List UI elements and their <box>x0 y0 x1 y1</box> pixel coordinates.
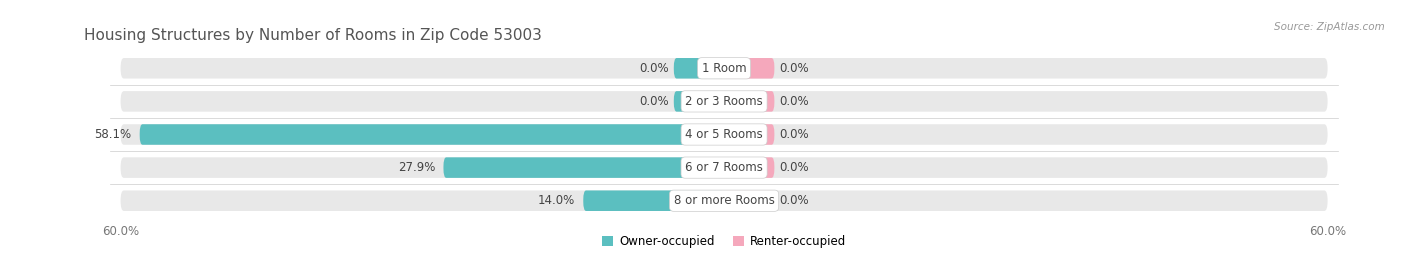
FancyBboxPatch shape <box>121 58 1327 79</box>
FancyBboxPatch shape <box>121 91 1327 112</box>
Text: 0.0%: 0.0% <box>779 128 808 141</box>
FancyBboxPatch shape <box>121 124 1327 145</box>
FancyBboxPatch shape <box>724 190 775 211</box>
Text: 0.0%: 0.0% <box>640 62 669 75</box>
FancyBboxPatch shape <box>583 190 724 211</box>
FancyBboxPatch shape <box>121 190 1327 211</box>
FancyBboxPatch shape <box>724 124 775 145</box>
Text: 2 or 3 Rooms: 2 or 3 Rooms <box>685 95 763 108</box>
Text: 58.1%: 58.1% <box>94 128 132 141</box>
FancyBboxPatch shape <box>121 157 1327 178</box>
Text: 8 or more Rooms: 8 or more Rooms <box>673 194 775 207</box>
Text: 6 or 7 Rooms: 6 or 7 Rooms <box>685 161 763 174</box>
FancyBboxPatch shape <box>139 124 724 145</box>
Text: 1 Room: 1 Room <box>702 62 747 75</box>
Text: Source: ZipAtlas.com: Source: ZipAtlas.com <box>1274 22 1385 31</box>
FancyBboxPatch shape <box>724 157 775 178</box>
Legend: Owner-occupied, Renter-occupied: Owner-occupied, Renter-occupied <box>598 230 851 253</box>
Text: 0.0%: 0.0% <box>779 194 808 207</box>
Text: 4 or 5 Rooms: 4 or 5 Rooms <box>685 128 763 141</box>
Text: 0.0%: 0.0% <box>779 95 808 108</box>
FancyBboxPatch shape <box>673 58 724 79</box>
Text: 0.0%: 0.0% <box>779 161 808 174</box>
Text: Housing Structures by Number of Rooms in Zip Code 53003: Housing Structures by Number of Rooms in… <box>84 28 543 43</box>
FancyBboxPatch shape <box>673 91 724 112</box>
Text: 27.9%: 27.9% <box>398 161 436 174</box>
Text: 0.0%: 0.0% <box>640 95 669 108</box>
FancyBboxPatch shape <box>724 58 775 79</box>
FancyBboxPatch shape <box>724 91 775 112</box>
FancyBboxPatch shape <box>443 157 724 178</box>
Text: 14.0%: 14.0% <box>538 194 575 207</box>
Text: 0.0%: 0.0% <box>779 62 808 75</box>
